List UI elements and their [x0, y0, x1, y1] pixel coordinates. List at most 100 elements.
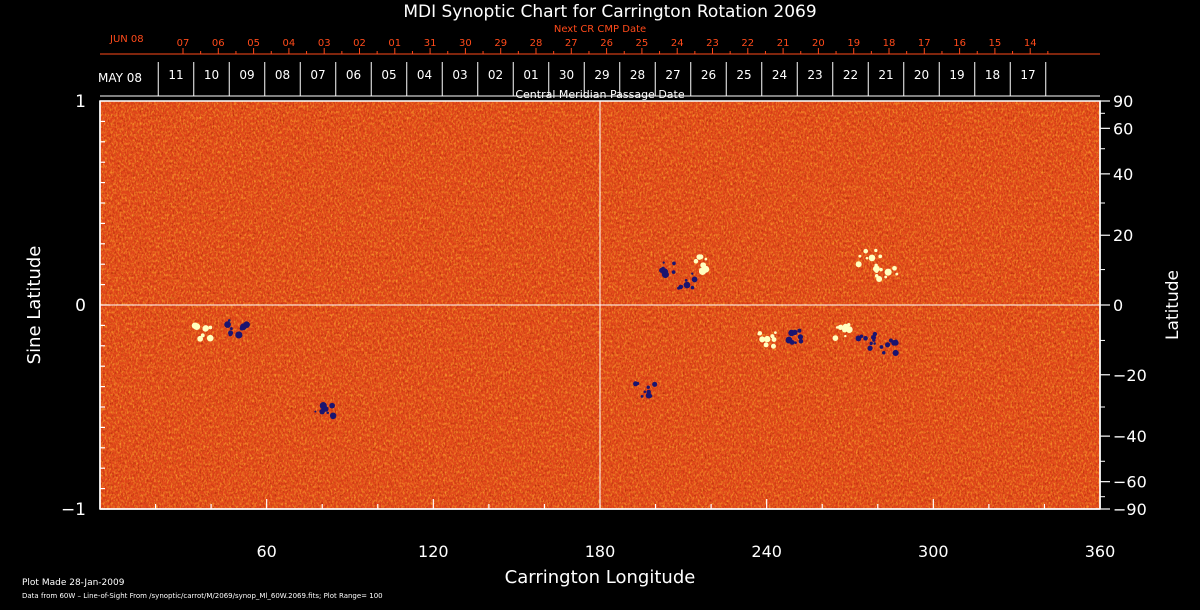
right-axis-label: Latitude [1163, 270, 1183, 340]
active-region-patch [876, 275, 883, 282]
x-axis-label: Carrington Longitude [505, 567, 696, 588]
cmp-day-label: 27 [665, 68, 680, 82]
active-region-patch [874, 248, 878, 253]
active-region-patch [329, 412, 337, 419]
red-day-label: 17 [918, 38, 931, 49]
active-region-patch [855, 335, 862, 342]
cmp-caption: Central Meridian Passage Date [515, 88, 684, 101]
cmp-day-label: 06 [346, 68, 361, 82]
cmp-day-label: 07 [310, 68, 325, 82]
active-region-patch [798, 338, 804, 344]
right-tick-label: −90 [1113, 500, 1147, 519]
cmp-start-label: MAY 08 [98, 71, 142, 85]
active-region-patch [835, 326, 839, 329]
cmp-day-label: 29 [594, 68, 609, 82]
cmp-day-label: 11 [168, 68, 183, 82]
red-day-label: 19 [847, 38, 860, 49]
active-region-patch [314, 410, 317, 413]
cmp-day-label: 21 [878, 68, 893, 82]
active-region-patch [878, 254, 883, 259]
active-region-patch [646, 385, 650, 389]
y-tick-label: 1 [75, 92, 86, 112]
cmp-day-label: 09 [239, 68, 254, 82]
y-axis-label: Sine Latitude [24, 246, 45, 365]
active-region-patch [636, 381, 640, 386]
active-region-patch [671, 270, 676, 274]
cmp-day-label: 24 [772, 68, 787, 82]
active-region-patch [759, 336, 766, 343]
cmp-day-label: 28 [630, 68, 645, 82]
latitude-axis: 90 60 40 20 0 −20 −40 −60 −90 [1099, 92, 1147, 519]
active-region-patch [699, 268, 703, 271]
active-region-patch [329, 402, 335, 409]
y-tick-label: −1 [61, 500, 86, 520]
active-region-patch [871, 334, 877, 340]
active-region-patch [863, 248, 869, 254]
red-day-label: 07 [177, 38, 190, 49]
right-tick-label: −20 [1113, 366, 1147, 385]
active-region-patch [844, 326, 849, 331]
active-region-patch [640, 394, 644, 398]
active-region-patch [677, 286, 681, 290]
active-region-patch [235, 331, 243, 339]
active-region-patch [659, 267, 665, 273]
active-region-patch [206, 334, 214, 342]
active-region-patch [859, 334, 864, 339]
red-day-label: 15 [989, 38, 1002, 49]
active-region-patch [872, 265, 880, 273]
active-region-patch [228, 330, 234, 336]
active-region-patch [202, 325, 209, 332]
red-day-label: 27 [565, 38, 578, 49]
active-region-patch [888, 338, 893, 343]
magnetogram-map [99, 100, 1101, 510]
active-region-patch [879, 345, 884, 349]
red-day-label: 01 [388, 38, 401, 49]
carrington-longitude-axis: 60 120 180 240 300 360 [100, 499, 1115, 561]
active-region-patch [884, 268, 892, 276]
active-region-patch [698, 254, 704, 260]
active-region-patch [229, 327, 233, 331]
cmp-day-label: 19 [949, 68, 964, 82]
active-region-patch [326, 411, 330, 414]
active-region-patch [693, 258, 699, 264]
active-region-patch [672, 261, 676, 266]
active-region-patch [895, 272, 899, 276]
red-day-label: 22 [741, 38, 754, 49]
active-region-patch [191, 322, 199, 329]
next-cr-caption: Next CR CMP Date [554, 24, 646, 35]
red-day-label: 21 [777, 38, 790, 49]
active-region-patch [788, 329, 795, 337]
active-region-patch [794, 341, 797, 344]
right-tick-label: 60 [1113, 119, 1133, 138]
active-region-patch [652, 381, 658, 387]
sine-latitude-axis: 1 0 −1 [61, 92, 110, 520]
plot-made-note: Plot Made 28-Jan-2009 [22, 578, 125, 588]
active-region-patch [224, 321, 231, 328]
active-region-patch [763, 342, 769, 348]
cmp-day-label: 02 [488, 68, 503, 82]
active-region-patch [885, 342, 891, 348]
active-region-patch [874, 274, 879, 278]
red-day-label: 26 [600, 38, 613, 49]
active-region-patch [867, 345, 873, 351]
cmp-day-label: 18 [985, 68, 1000, 82]
cmp-day-label: 05 [381, 68, 396, 82]
next-cr-cmp-date-axis: Next CR CMP Date JUN 08 07 06 05 04 03 02 01 31… [100, 24, 1100, 55]
active-region-patch [847, 323, 851, 327]
right-tick-label: 40 [1113, 165, 1133, 184]
red-day-label: 31 [424, 38, 437, 49]
red-day-label: 16 [953, 38, 966, 49]
active-region-patch [691, 272, 694, 275]
x-tick-label: 60 [256, 542, 276, 561]
chart-title: MDI Synoptic Chart for Carrington Rotati… [403, 2, 816, 22]
right-tick-label: 90 [1113, 92, 1133, 111]
active-region-patch [200, 333, 205, 338]
active-region-patch [770, 343, 776, 349]
active-region-patch [869, 341, 873, 345]
active-region-patch [868, 254, 876, 262]
active-region-patch [227, 319, 231, 322]
data-source-note: Data from 60W – Line-of-Sight From /syno… [22, 592, 383, 600]
active-region-patch [856, 261, 861, 265]
red-day-label: 03 [318, 38, 331, 49]
active-region-patch [646, 389, 651, 395]
